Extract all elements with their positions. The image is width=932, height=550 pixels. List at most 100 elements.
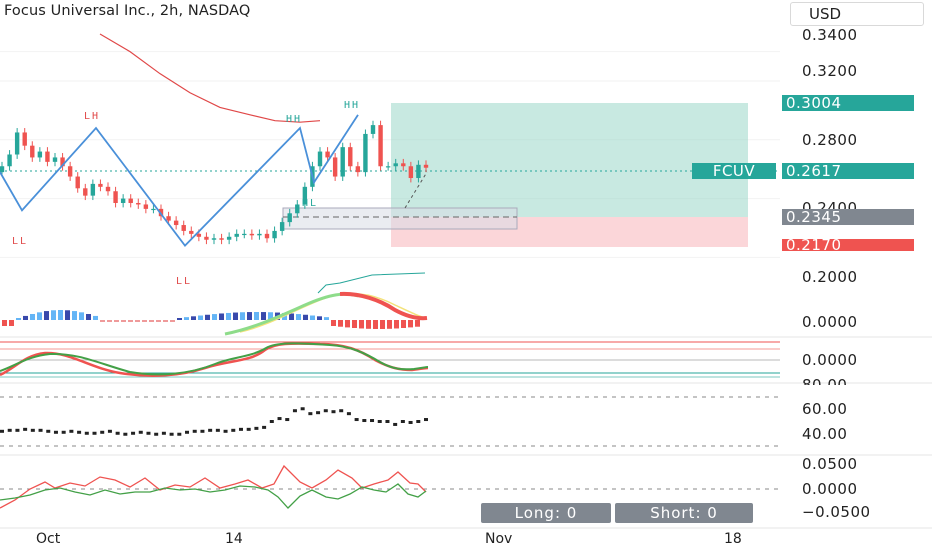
pivot-label: LL — [12, 236, 28, 247]
indicator-tick: 80.00 — [802, 376, 848, 385]
histogram-bar — [247, 312, 252, 320]
data-point — [115, 431, 120, 435]
data-point — [77, 430, 82, 434]
target-zone[interactable] — [391, 103, 748, 217]
candle-body — [120, 198, 126, 203]
candle-body — [302, 186, 308, 205]
histogram-bar — [114, 320, 119, 322]
data-point — [231, 428, 236, 432]
entry-price-tag: 0.2345 — [782, 209, 914, 225]
candle-body — [348, 147, 353, 167]
data-point — [370, 419, 375, 423]
candle-body — [189, 230, 194, 234]
histogram-bar — [100, 320, 105, 322]
histogram-bar — [170, 320, 175, 322]
candle-body — [98, 183, 103, 187]
candlestick-series — [0, 120, 429, 245]
histogram-bar — [240, 312, 245, 320]
data-point — [269, 420, 274, 423]
candle-body — [75, 176, 80, 189]
price-tick: 0.3200 — [802, 62, 858, 80]
data-point — [246, 427, 251, 431]
histogram-bar — [233, 312, 238, 320]
data-point — [316, 411, 321, 415]
data-point — [277, 417, 282, 421]
histogram-bar — [44, 311, 49, 320]
histogram-bar — [331, 320, 336, 326]
candle-body — [45, 151, 50, 162]
time-tick: 14 — [225, 531, 243, 547]
histogram-bar — [289, 313, 294, 320]
histogram-bar — [198, 315, 203, 320]
histogram-bar — [366, 320, 371, 329]
dot-series — [0, 407, 428, 436]
candle-body — [423, 164, 429, 168]
histogram-bar — [401, 320, 406, 328]
data-point — [131, 431, 136, 435]
histogram-bar — [261, 312, 266, 320]
histogram-bar — [177, 318, 182, 320]
data-point — [38, 428, 43, 432]
data-point — [161, 431, 166, 435]
histogram-bar — [58, 310, 63, 320]
histogram-bar — [373, 320, 378, 329]
candle-body — [363, 133, 368, 173]
data-point — [192, 429, 197, 433]
pivot-label: LL — [176, 276, 192, 287]
ticker-tag[interactable]: FCUV — [692, 163, 776, 179]
momentum-histogram — [2, 310, 420, 329]
histogram-bar — [142, 320, 147, 322]
data-point — [408, 420, 413, 424]
histogram-bar — [9, 320, 14, 326]
price-tick: 0.2000 — [802, 268, 858, 286]
data-point — [138, 430, 143, 434]
candle-body — [196, 233, 202, 237]
candle-body — [22, 132, 27, 146]
histogram-bar — [408, 320, 413, 328]
price-tick: 0.3400 — [802, 26, 858, 44]
line-green — [0, 483, 427, 509]
histogram-bar — [51, 310, 56, 320]
candle-body — [211, 238, 217, 240]
indicator-tick: 40.00 — [802, 425, 848, 443]
signal-wave-red — [339, 291, 428, 321]
data-point — [100, 430, 105, 434]
histogram-bar — [338, 320, 343, 327]
data-point — [107, 429, 112, 433]
candle-body — [0, 166, 5, 173]
candle-body — [181, 225, 186, 231]
histogram-bar — [415, 320, 420, 327]
indicator-tick: 60.00 — [802, 400, 848, 418]
candle-body — [340, 147, 345, 177]
candle-body — [378, 125, 383, 167]
data-point — [254, 426, 259, 430]
histogram-bar — [149, 320, 154, 322]
candle-body — [143, 204, 149, 209]
histogram-bar — [324, 317, 329, 320]
candle-body — [408, 166, 414, 179]
indicator-tick: 0.0000 — [802, 480, 858, 498]
candle-body — [60, 157, 65, 167]
data-point — [177, 432, 182, 436]
histogram-bar — [317, 316, 322, 320]
indicator-tick: 0.0000 — [802, 313, 858, 331]
indicator-tick: 0.0000 — [802, 351, 858, 369]
candle-body — [295, 204, 300, 214]
data-point — [200, 429, 205, 433]
candle-body — [370, 125, 376, 134]
data-point — [238, 427, 243, 431]
data-point — [377, 420, 382, 423]
histogram-bar — [37, 312, 42, 320]
data-point — [123, 432, 128, 436]
stop-price-tag: 0.2170 — [782, 239, 914, 251]
candle-body — [14, 132, 20, 155]
indicator-tick: −0.0500 — [802, 503, 871, 521]
histogram-bar — [128, 320, 133, 322]
data-point — [46, 429, 51, 433]
data-point — [300, 407, 305, 411]
candle-body — [272, 230, 277, 239]
currency-selector[interactable]: USD — [790, 2, 924, 26]
histogram-bar — [380, 320, 385, 329]
candle-body — [234, 233, 239, 237]
